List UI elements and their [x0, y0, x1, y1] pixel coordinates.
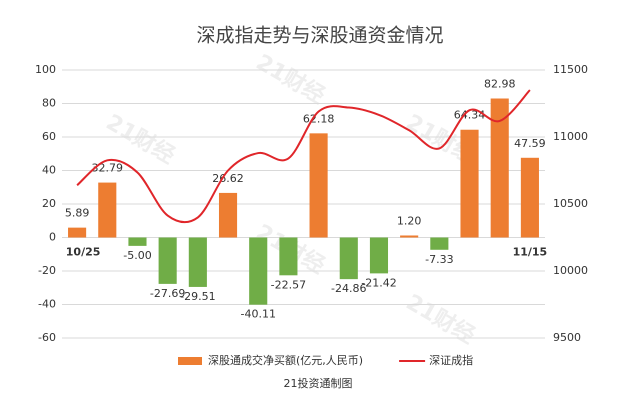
y-tick-label: 40 [42, 164, 56, 177]
bar [98, 182, 117, 238]
bar [490, 98, 509, 238]
bar [339, 237, 358, 280]
value-label: 5.89 [65, 207, 90, 220]
bar [158, 237, 177, 284]
y-tick-label: -60 [38, 331, 56, 344]
bar [400, 235, 419, 238]
bar [279, 237, 298, 276]
line [76, 89, 531, 224]
y-tick-label: -20 [38, 264, 56, 277]
y-tick-label: 100 [35, 63, 56, 76]
watermark: 21财经 [402, 289, 480, 349]
value-label: -27.69 [150, 287, 185, 300]
value-label: 26.62 [212, 172, 244, 185]
y-tick-label: 0 [49, 231, 56, 244]
chart-title: 深成指走势与深股通资金情况 [196, 25, 443, 47]
value-label: -24.86 [331, 282, 366, 295]
bar [369, 237, 389, 274]
y2-tick-label: 9500 [553, 331, 581, 344]
bar [128, 237, 147, 246]
legend-label: 深证成指 [429, 353, 473, 367]
value-label: -5.00 [123, 249, 151, 262]
value-label: 47.59 [514, 137, 546, 150]
bar [520, 157, 539, 238]
legend-swatch [178, 357, 202, 365]
y-tick-label: -40 [38, 298, 56, 311]
value-label: -21.42 [361, 276, 396, 289]
y2-tick-label: 10000 [553, 264, 588, 277]
y-tick-label: 80 [42, 97, 56, 110]
bar [188, 237, 207, 287]
legend-label: 深股通成交净买额(亿元,人民币) [208, 353, 363, 367]
y-tick-label: 20 [42, 197, 56, 210]
value-label: -7.33 [425, 253, 453, 266]
value-label: 62.18 [303, 112, 335, 125]
y2-tick-label: 10500 [553, 197, 588, 210]
x-tick-label: 10/25 [66, 246, 101, 259]
bar [309, 133, 328, 238]
footer: 21投资通制图 [284, 376, 353, 390]
x-tick-label: 11/15 [513, 246, 548, 259]
bar [430, 237, 449, 250]
value-label: -29.51 [180, 290, 215, 303]
y2-tick-label: 11000 [553, 130, 588, 143]
value-label: -22.57 [271, 278, 306, 291]
bar [218, 192, 238, 238]
bar [249, 237, 268, 305]
bar [460, 129, 479, 238]
y-tick-label: 60 [42, 130, 56, 143]
value-label: 1.20 [397, 214, 422, 227]
bar [68, 227, 87, 238]
watermark: 21财经 [252, 49, 330, 109]
y2-tick-label: 11500 [553, 63, 588, 76]
value-label: -40.11 [240, 308, 275, 321]
value-label: 82.98 [484, 78, 516, 91]
